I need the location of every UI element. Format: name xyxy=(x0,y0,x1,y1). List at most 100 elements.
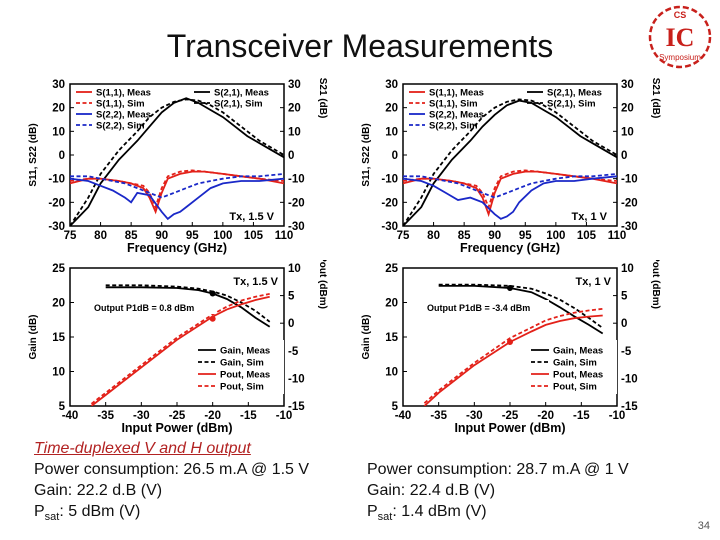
y-tick-label-right: 0 xyxy=(288,318,294,330)
p1db-gain-marker xyxy=(209,290,216,297)
series-line-s-2-2-meas xyxy=(70,177,284,221)
y-tick-label-left: -10 xyxy=(381,174,398,186)
series-line-s-2-1-meas xyxy=(403,99,617,226)
y-tick-label-right: -15 xyxy=(288,401,305,413)
series-line-gain-meas xyxy=(438,285,604,335)
y-tick-label-left: 10 xyxy=(385,126,398,138)
x-tick-label: -15 xyxy=(573,410,590,422)
y-tick-label-right: -10 xyxy=(621,373,638,385)
x-tick-label: 85 xyxy=(125,230,138,242)
notes-right: Power consumption: 28.7 m.A @ 1 V Gain: … xyxy=(367,459,629,528)
svg-text:Symposium: Symposium xyxy=(659,53,701,62)
x-tick-label: -10 xyxy=(276,410,293,422)
y-tick-label-left: -20 xyxy=(48,197,65,209)
legend-label: Gain, Sim xyxy=(553,358,597,369)
y-tick-label-right: 0 xyxy=(621,318,627,330)
y-tick-label-right: 10 xyxy=(621,126,634,138)
y-tick-label-right: -30 xyxy=(621,221,638,233)
x-tick-label: 105 xyxy=(577,230,597,242)
svg-text:CS: CS xyxy=(674,10,687,20)
x-tick-label: 100 xyxy=(546,230,565,242)
legend-background xyxy=(527,340,617,394)
chart-s-params-1v: 75 80 85 90 95 100 105 110 30 20 10 0 -10 -20 -30 30 20 1… xyxy=(355,78,675,258)
legend-label: Pout, Sim xyxy=(220,382,264,393)
p1db-gain-marker xyxy=(507,285,513,292)
x-tick-label: 105 xyxy=(244,230,264,242)
cs-ic-symposium-logo: CS IC Symposium xyxy=(648,5,712,69)
y-tick-label-right: 30 xyxy=(621,79,634,91)
legend-label: Pout, Sim xyxy=(553,382,597,393)
y-tick-label-left: 0 xyxy=(59,150,65,162)
legend-label-left: S(2,2), Meas xyxy=(96,110,151,121)
y-tick-label-right: -10 xyxy=(621,174,638,186)
y-tick-label-right: -30 xyxy=(288,221,305,233)
y-tick-label-left: 5 xyxy=(59,401,66,413)
chart-annotation: Tx, 1.5 V xyxy=(233,276,278,288)
y-tick-label-left: 20 xyxy=(385,298,398,310)
series-line-s-2-2-meas xyxy=(403,175,617,220)
y-tick-label-right: 10 xyxy=(288,263,301,275)
y-tick-label-right: -20 xyxy=(621,197,638,209)
y-tick-label-left: 20 xyxy=(52,103,65,115)
y-tick-label-left: -30 xyxy=(381,221,398,233)
series-line-s-1-1-sim xyxy=(403,169,617,210)
note-gain-left: Gain: 22.2 d.B (V) xyxy=(34,482,163,499)
y-axis-label-right: Pout (dBm) xyxy=(650,260,661,309)
x-tick-label: -30 xyxy=(466,410,483,422)
x-tick-label: -30 xyxy=(133,410,150,422)
y-tick-label-right: -10 xyxy=(288,373,305,385)
y-tick-label-left: 25 xyxy=(385,263,398,275)
note-background xyxy=(425,300,549,314)
x-tick-label: -35 xyxy=(97,410,114,422)
p1db-note: Output P1dB = -3.4 dBm xyxy=(427,303,530,313)
p1db-pout-marker xyxy=(209,315,216,322)
chart-annotation: Tx, 1 V xyxy=(576,276,612,288)
plot-frame xyxy=(69,83,285,227)
x-tick-label: 90 xyxy=(155,230,168,242)
series-group xyxy=(423,283,604,406)
y-tick-label-left: 15 xyxy=(52,332,65,344)
series-line-gain-sim xyxy=(438,283,604,329)
series-line-s-2-1-sim xyxy=(403,98,617,226)
y-axis-label-left: S11, S22 (dB) xyxy=(361,123,372,186)
y-axis-label-left: S11, S22 (dB) xyxy=(28,123,39,186)
legend-label-left: S(1,1), Meas xyxy=(429,88,484,99)
page-number: 34 xyxy=(697,520,710,532)
x-tick-label: 95 xyxy=(519,230,532,242)
legend-label-left: S(1,1), Meas xyxy=(96,88,151,99)
series-group xyxy=(70,97,284,226)
legend-label-right: S(2,1), Meas xyxy=(214,88,269,99)
x-tick-label: -35 xyxy=(430,410,447,422)
series-line-pout-sim xyxy=(423,307,603,404)
x-tick-label: -40 xyxy=(62,410,79,422)
chart-power-1p5: -40 -35 -30 -25 -20 -15 -10 25 20 15 10 5 10 5 0 -5 -10-… xyxy=(22,260,342,436)
y-tick-label-right: 0 xyxy=(621,150,627,162)
x-tick-label: 95 xyxy=(186,230,199,242)
y-axis-label-right: S21 (dB) xyxy=(650,78,661,118)
x-tick-label: 75 xyxy=(397,230,410,242)
y-tick-label-left: 10 xyxy=(52,126,65,138)
x-axis-label: Frequency (GHz) xyxy=(127,241,227,255)
y-tick-label-left: 30 xyxy=(52,79,65,91)
note-power-right: Power consumption: 28.7 m.A @ 1 V xyxy=(367,461,629,478)
series-line-s-2-1-sim xyxy=(70,98,284,226)
legend-label: Gain, Meas xyxy=(553,346,603,357)
y-tick-label-right: -20 xyxy=(288,197,305,209)
x-tick-label: -25 xyxy=(502,410,519,422)
y-tick-label-left: 0 xyxy=(392,150,398,162)
x-tick-label: -40 xyxy=(395,410,412,422)
x-tick-label: 80 xyxy=(94,230,107,242)
legend-label-left: S(2,2), Meas xyxy=(429,110,484,121)
legend-label: Gain, Sim xyxy=(220,358,264,369)
x-tick-label: -10 xyxy=(609,410,626,422)
note-background xyxy=(92,300,216,314)
y-tick-label-right: -5 xyxy=(621,346,632,358)
series-line-pout-meas xyxy=(423,314,603,406)
x-tick-label: 80 xyxy=(427,230,440,242)
legend-label-right: S(2,1), Sim xyxy=(547,99,596,110)
series-group xyxy=(403,98,617,226)
y-tick-label-right: 5 xyxy=(621,291,628,303)
x-axis-label: Frequency (GHz) xyxy=(460,241,560,255)
y-tick-label-left: 25 xyxy=(52,263,65,275)
y-tick-label-left: 10 xyxy=(52,367,65,379)
